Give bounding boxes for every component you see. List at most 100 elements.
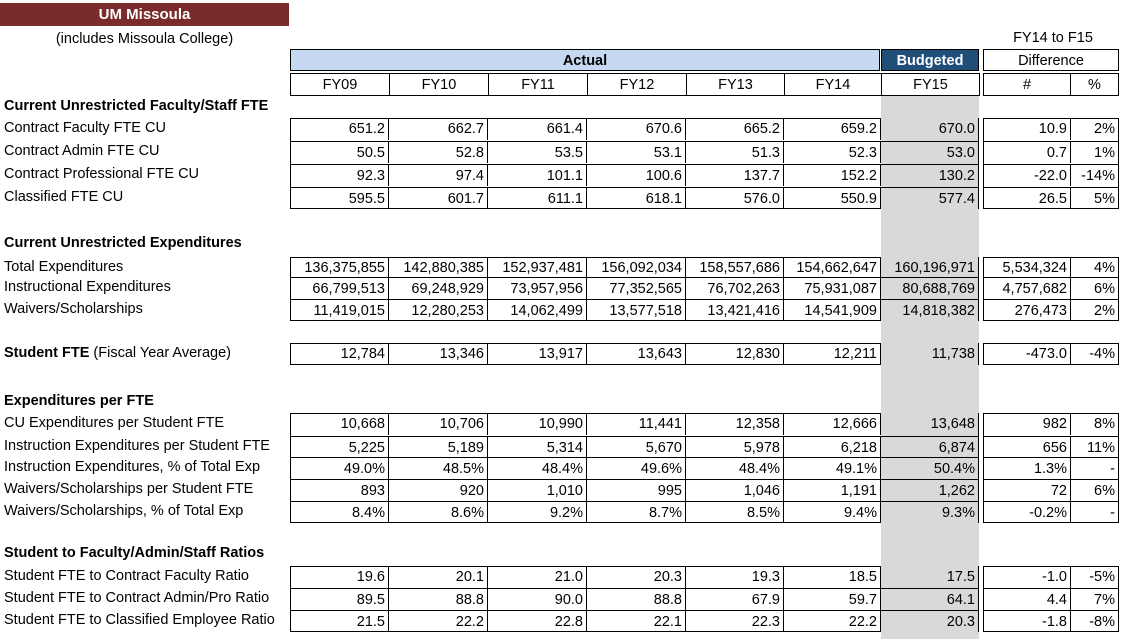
value-cell-fy14: 1,191 <box>784 479 881 501</box>
value-cell-fy11: 22.8 <box>488 610 587 632</box>
value-cell-fy13: 665.2 <box>686 118 784 140</box>
diff-number-cell: -1.8 <box>983 610 1071 632</box>
value-cell-fy09: 10,668 <box>290 413 389 435</box>
diff-period-label: FY14 to F15 <box>1013 30 1093 46</box>
diff-number-cell: 656 <box>983 436 1071 458</box>
value-cell-fy15: 80,688,769 <box>881 277 979 299</box>
value-cell-fy15: 6,874 <box>881 436 979 458</box>
year-header-fy12: FY12 <box>587 73 687 96</box>
value-cell-fy12: 11,441 <box>587 413 686 435</box>
value-cell-fy14: 12,666 <box>784 413 881 435</box>
value-cell-fy11: 73,957,956 <box>488 277 587 299</box>
value-cell-fy11: 21.0 <box>488 566 587 588</box>
diff-number-cell: 26.5 <box>983 187 1071 209</box>
value-cell-fy10: 20.1 <box>389 566 488 588</box>
value-cell-fy11: 101.1 <box>488 164 587 186</box>
value-cell-fy11: 1,010 <box>488 479 587 501</box>
value-cell-fy13: 67.9 <box>686 588 784 610</box>
value-cell-fy13: 19.3 <box>686 566 784 588</box>
value-cell-fy12: 995 <box>587 479 686 501</box>
diff-number-cell: 982 <box>983 413 1071 435</box>
value-cell-fy15: 130.2 <box>881 164 979 186</box>
section-title: Current Unrestricted Expenditures <box>4 235 242 251</box>
diff-percent-cell: 5% <box>1071 187 1119 209</box>
value-cell-fy09: 651.2 <box>290 118 389 140</box>
value-cell-fy15: 50.4% <box>881 457 979 479</box>
value-cell-fy10: 10,706 <box>389 413 488 435</box>
diff-percent-cell: - <box>1071 457 1119 479</box>
value-cell-fy13: 5,978 <box>686 436 784 458</box>
value-cell-fy12: 88.8 <box>587 588 686 610</box>
diff-number-cell: -22.0 <box>983 164 1071 186</box>
value-cell-fy10: 12,280,253 <box>389 299 488 321</box>
value-cell-fy09: 21.5 <box>290 610 389 632</box>
row-label: Total Expenditures <box>4 259 124 275</box>
value-cell-fy15: 64.1 <box>881 588 979 610</box>
value-cell-fy09: 11,419,015 <box>290 299 389 321</box>
value-cell-fy15: 160,196,971 <box>881 257 979 279</box>
row-label-bold: Student FTE <box>4 345 90 361</box>
row-label: Student FTE to Contract Admin/Pro Ratio <box>4 590 270 606</box>
diff-percent-cell: 8% <box>1071 413 1119 435</box>
diff-number-header: # <box>983 73 1071 96</box>
value-cell-fy15: 9.3% <box>881 501 979 523</box>
diff-percent-cell: 11% <box>1071 436 1119 458</box>
value-cell-fy09: 12,784 <box>290 343 389 365</box>
year-header-fy15: FY15 <box>881 73 980 96</box>
diff-number-cell: 0.7 <box>983 141 1071 163</box>
value-cell-fy14: 550.9 <box>784 187 881 209</box>
diff-number-cell: 1.3% <box>983 457 1071 479</box>
row-label: Waivers/Scholarships per Student FTE <box>4 481 254 497</box>
group-frame <box>290 118 979 209</box>
value-cell-fy13: 1,046 <box>686 479 784 501</box>
value-cell-fy10: 13,346 <box>389 343 488 365</box>
value-cell-fy12: 670.6 <box>587 118 686 140</box>
value-cell-fy09: 89.5 <box>290 588 389 610</box>
year-header-fy11: FY11 <box>488 73 588 96</box>
value-cell-fy11: 5,314 <box>488 436 587 458</box>
row-label: Student FTE to Classified Employee Ratio <box>4 612 275 628</box>
value-cell-fy15: 14,818,382 <box>881 299 979 321</box>
year-header-fy14: FY14 <box>784 73 882 96</box>
value-cell-fy10: 5,189 <box>389 436 488 458</box>
value-cell-fy14: 14,541,909 <box>784 299 881 321</box>
value-cell-fy13: 137.7 <box>686 164 784 186</box>
value-cell-fy09: 893 <box>290 479 389 501</box>
value-cell-fy15: 20.3 <box>881 610 979 632</box>
value-cell-fy09: 49.0% <box>290 457 389 479</box>
section-title: Expenditures per FTE <box>4 393 154 409</box>
value-cell-fy14: 6,218 <box>784 436 881 458</box>
value-cell-fy14: 12,211 <box>784 343 881 365</box>
diff-number-cell: -1.0 <box>983 566 1071 588</box>
value-cell-fy13: 48.4% <box>686 457 784 479</box>
row-label: Student FTE (Fiscal Year Average) <box>4 345 231 361</box>
value-cell-fy14: 59.7 <box>784 588 881 610</box>
diff-percent-cell: 6% <box>1071 479 1119 501</box>
value-cell-fy10: 601.7 <box>389 187 488 209</box>
diff-number-cell: 4.4 <box>983 588 1071 610</box>
value-cell-fy09: 19.6 <box>290 566 389 588</box>
value-cell-fy12: 22.1 <box>587 610 686 632</box>
value-cell-fy11: 10,990 <box>488 413 587 435</box>
value-cell-fy12: 5,670 <box>587 436 686 458</box>
value-cell-fy13: 22.3 <box>686 610 784 632</box>
value-cell-fy11: 90.0 <box>488 588 587 610</box>
value-cell-fy13: 76,702,263 <box>686 277 784 299</box>
value-cell-fy14: 18.5 <box>784 566 881 588</box>
value-cell-fy14: 52.3 <box>784 141 881 163</box>
value-cell-fy13: 576.0 <box>686 187 784 209</box>
value-cell-fy15: 13,648 <box>881 413 979 435</box>
value-cell-fy12: 618.1 <box>587 187 686 209</box>
row-label: Contract Professional FTE CU <box>4 166 200 182</box>
value-cell-fy10: 97.4 <box>389 164 488 186</box>
value-cell-fy15: 11,738 <box>881 343 979 365</box>
value-cell-fy13: 12,830 <box>686 343 784 365</box>
value-cell-fy11: 48.4% <box>488 457 587 479</box>
value-cell-fy13: 13,421,416 <box>686 299 784 321</box>
diff-percent-cell: 2% <box>1071 118 1119 140</box>
value-cell-fy09: 8.4% <box>290 501 389 523</box>
diff-percent-cell: -4% <box>1071 343 1119 365</box>
value-cell-fy10: 69,248,929 <box>389 277 488 299</box>
value-cell-fy12: 20.3 <box>587 566 686 588</box>
report-title: UM Missoula <box>0 3 289 26</box>
